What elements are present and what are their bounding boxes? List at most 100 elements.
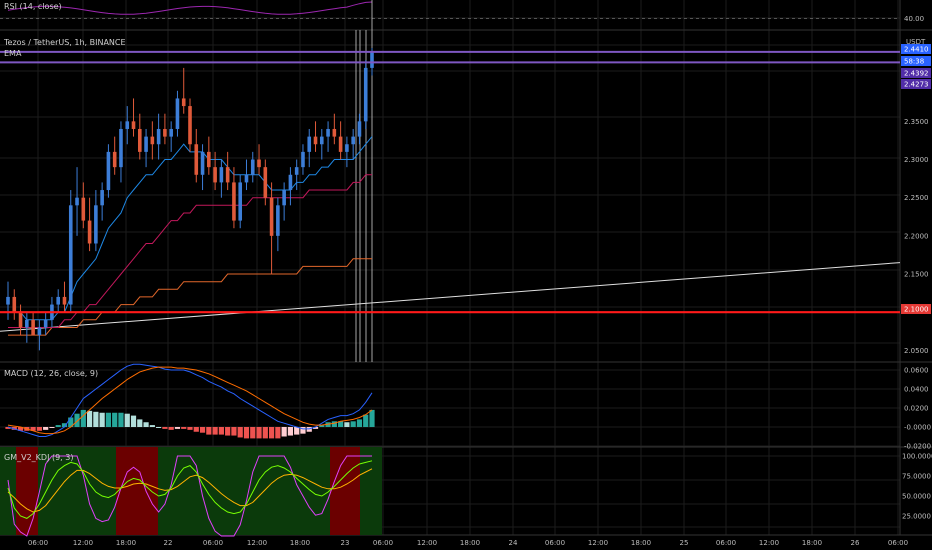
- currency-label: USDT: [906, 38, 926, 46]
- time-tick-label: 18:00: [802, 539, 822, 547]
- candle: [301, 144, 305, 175]
- candle-body: [345, 144, 349, 152]
- macd-hist-bar: [43, 427, 49, 430]
- candle: [175, 90, 180, 137]
- candle-body: [370, 51, 374, 68]
- rsi-label[interactable]: RSI (14, close): [4, 2, 62, 11]
- macd-hist-bar: [350, 421, 356, 427]
- macd-hist-bar: [187, 427, 193, 430]
- kdj-band: [38, 447, 116, 535]
- macd-hist-bar: [30, 427, 36, 431]
- price-tag-bg: [901, 304, 931, 314]
- candle: [326, 121, 330, 152]
- price-tag-label: 2.4392: [904, 70, 929, 78]
- price-tags: 2.4410 58:38 2.4392 2.4273 2.1000: [901, 44, 931, 314]
- macd-hist-bar: [199, 427, 206, 433]
- macd-hist-bar: [369, 409, 375, 427]
- candle: [282, 182, 286, 221]
- kdj-tick-label: 100.0000: [902, 453, 932, 461]
- candle: [319, 128, 324, 160]
- candle: [87, 197, 92, 252]
- macd-hist-bar: [86, 410, 93, 427]
- price-axes: 2.3500 2.3000 2.2500 2.2000 2.1500 2.0500 USDT…: [28, 15, 932, 547]
- candle: [181, 67, 186, 114]
- time-tick-label: 06:00: [28, 539, 48, 547]
- candle: [313, 121, 318, 152]
- macd-hist-bar: [156, 427, 162, 428]
- time-tick-label: 12:00: [73, 539, 93, 547]
- macd-line: [7, 363, 373, 437]
- macd-label[interactable]: MACD (12, 26, close, 9): [4, 369, 99, 378]
- candle: [194, 128, 199, 183]
- macd-tick-label: 0.0200: [904, 405, 929, 413]
- candle: [250, 151, 255, 183]
- candle-body: [269, 197, 274, 236]
- macd-hist-bar: [287, 427, 294, 436]
- candle-body: [250, 159, 255, 175]
- macd-hist-bar: [256, 427, 262, 439]
- candle: [119, 121, 123, 183]
- macd-hist-bar: [237, 427, 243, 438]
- candle-body: [106, 151, 111, 191]
- candle: [288, 167, 293, 206]
- price-tag-bg: [901, 44, 931, 54]
- kdj-tick-label: 75.0000: [902, 473, 931, 481]
- grid-lines: [0, 0, 932, 536]
- time-tick-label: 06:00: [545, 539, 565, 547]
- kdj-label[interactable]: GM_V2_KDJ (9, 3): [4, 453, 74, 462]
- candle-body: [244, 174, 249, 183]
- candle-body: [213, 167, 217, 183]
- candle: [43, 312, 48, 336]
- candle-body: [332, 128, 337, 137]
- candle-body: [25, 319, 29, 328]
- candle-body: [94, 205, 98, 244]
- price-tag-label: 2.4410: [904, 46, 929, 54]
- candle-body: [169, 128, 173, 137]
- candle-body: [81, 197, 86, 221]
- candle-body: [225, 167, 230, 183]
- candle-body: [6, 296, 10, 305]
- macd-hist-bar: [17, 427, 24, 431]
- candle-body: [294, 167, 299, 175]
- price-tag-label: 2.1000: [904, 306, 929, 314]
- time-tick-label: 12:00: [588, 539, 608, 547]
- price-tick-label: 2.0500: [904, 347, 929, 355]
- candle: [244, 159, 249, 191]
- macd-hist-bar: [300, 427, 306, 434]
- candle-body: [100, 190, 104, 206]
- macd-hist-bar: [49, 427, 55, 428]
- symbol-title[interactable]: Tezos / TetherUS, 1h, BINANCE: [4, 38, 126, 47]
- candle-body: [156, 128, 161, 145]
- candle-body: [31, 319, 35, 336]
- candle: [269, 182, 274, 275]
- macd-hist-bar: [262, 427, 268, 439]
- candle: [156, 113, 161, 160]
- macd-hist-bar: [61, 423, 68, 427]
- candle-body: [319, 136, 324, 145]
- time-tick-label: 18:00: [631, 539, 651, 547]
- candle-body: [175, 98, 180, 129]
- candle: [62, 281, 67, 313]
- ema-label[interactable]: EMA: [4, 49, 22, 58]
- macd-hist-bar: [225, 427, 231, 436]
- macd-hist-bar: [130, 415, 137, 427]
- macd-tick-label: -0.0200: [904, 443, 931, 451]
- time-tick-label: 18:00: [460, 539, 480, 547]
- candle-body: [357, 121, 362, 137]
- candle-body: [276, 205, 280, 236]
- candle: [6, 281, 10, 320]
- candle: [137, 113, 142, 160]
- macd-hist-bar: [206, 427, 212, 435]
- macd-hist-bar: [99, 412, 105, 427]
- candle-body: [307, 136, 312, 152]
- price-tick-label: 2.3500: [904, 118, 929, 126]
- macd-tick-label: -0.0000: [904, 424, 931, 432]
- kdj-j-line: [7, 455, 372, 537]
- macd-hist-bar: [294, 427, 300, 435]
- candle-body: [313, 136, 318, 145]
- candle: [351, 128, 355, 160]
- macd-tick-label: 0.0600: [904, 367, 929, 375]
- candle: [207, 136, 211, 175]
- candle: [106, 144, 111, 198]
